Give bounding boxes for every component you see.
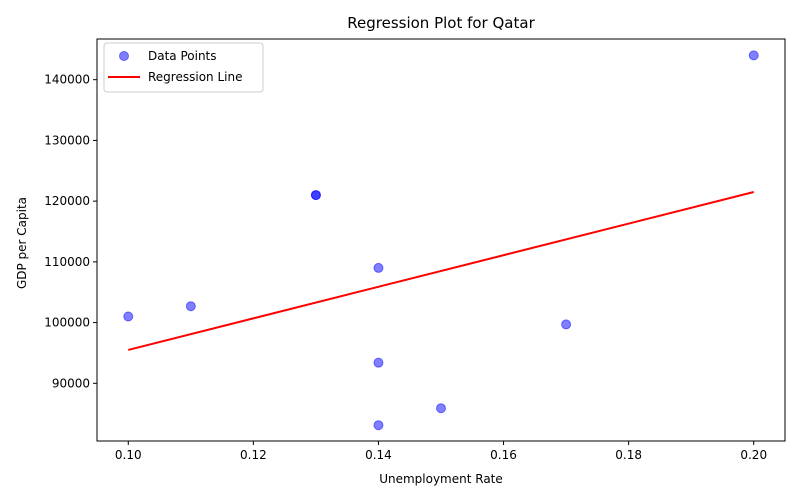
data-point bbox=[310, 190, 321, 201]
y-tick-label: 120000 bbox=[44, 194, 90, 208]
regression-line bbox=[128, 191, 754, 351]
y-axis-label: GDP per Capita bbox=[15, 197, 29, 289]
x-tick-label: 0.20 bbox=[740, 448, 767, 462]
plot-area bbox=[123, 50, 759, 431]
y-tick-label: 130000 bbox=[44, 133, 90, 147]
legend-marker-data-points bbox=[119, 51, 129, 61]
y-tick-label: 90000 bbox=[52, 376, 90, 390]
legend-label-data-points: Data Points bbox=[148, 49, 217, 63]
legend-label-regression-line: Regression Line bbox=[148, 70, 242, 84]
x-axis: 0.10 0.12 0.14 0.16 0.18 0.20 bbox=[115, 441, 767, 462]
data-point bbox=[373, 420, 384, 431]
x-tick-label: 0.12 bbox=[240, 448, 267, 462]
chart-title: Regression Plot for Qatar bbox=[347, 14, 535, 32]
legend-box bbox=[103, 42, 264, 93]
data-point bbox=[748, 50, 759, 61]
data-point bbox=[561, 319, 572, 330]
data-point bbox=[373, 357, 384, 368]
x-tick-label: 0.16 bbox=[490, 448, 517, 462]
data-point bbox=[436, 403, 446, 414]
data-point bbox=[123, 311, 134, 322]
x-axis-label: Unemployment Rate bbox=[379, 472, 503, 486]
y-tick-label: 140000 bbox=[44, 73, 90, 87]
y-tick-label: 100000 bbox=[44, 316, 90, 330]
data-point bbox=[373, 262, 384, 273]
plot-frame bbox=[96, 38, 786, 442]
x-tick-label: 0.14 bbox=[365, 448, 392, 462]
legend: Data Points Regression Line bbox=[103, 42, 264, 93]
x-tick-label: 0.10 bbox=[115, 448, 142, 462]
y-tick-label: 110000 bbox=[44, 255, 90, 269]
y-axis: 90000 100000 110000 120000 130000 140000 bbox=[44, 73, 97, 390]
data-point bbox=[185, 301, 196, 312]
x-tick-label: 0.18 bbox=[615, 448, 642, 462]
